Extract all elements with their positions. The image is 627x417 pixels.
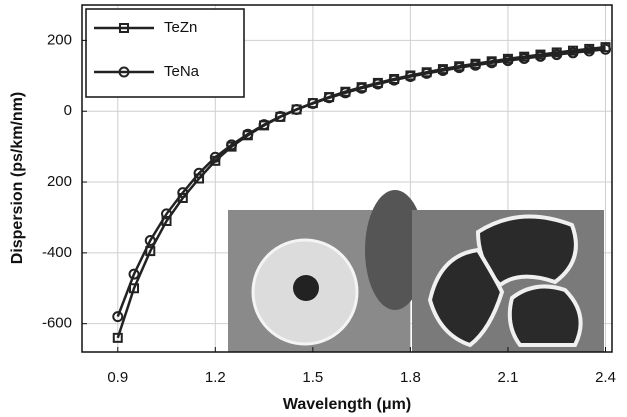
sem-shadow	[365, 190, 425, 310]
marker	[453, 62, 465, 74]
marker	[307, 97, 319, 109]
legend-label: TeNa	[164, 63, 200, 80]
marker	[119, 23, 129, 33]
x-tick-label: 0.9	[107, 369, 128, 386]
marker	[486, 57, 498, 69]
y-tick-label: -400	[42, 244, 72, 261]
marker	[118, 66, 130, 78]
marker	[469, 59, 481, 71]
legend-box	[85, 8, 245, 98]
legend: TeZn TeNa	[85, 8, 245, 98]
sem-hole	[507, 284, 583, 347]
marker	[258, 119, 270, 131]
sem-core	[293, 275, 319, 301]
x-tick-label: 2.4	[595, 369, 616, 386]
sem-hole	[427, 247, 505, 348]
legend-label: TeZn	[164, 19, 197, 36]
marker	[242, 128, 254, 140]
marker	[404, 71, 416, 83]
marker	[112, 332, 123, 343]
x-axis-label: Wavelength (μm)	[283, 396, 411, 413]
marker	[567, 47, 579, 59]
marker	[599, 43, 611, 55]
x-tick-label: 2.1	[498, 369, 519, 386]
marker	[388, 74, 400, 86]
marker	[356, 82, 368, 94]
marker	[129, 283, 140, 294]
inset-images	[228, 190, 604, 352]
y-axis-label: Dispersion (ps/km/nm)	[9, 92, 26, 264]
marker	[144, 234, 156, 246]
marker	[112, 311, 124, 323]
y-tick-label: 200	[47, 173, 72, 190]
marker	[551, 49, 563, 61]
series-line	[116, 48, 606, 318]
y-tick-label: 200	[47, 31, 72, 48]
marker	[323, 92, 335, 104]
marker	[534, 50, 546, 62]
x-tick-label: 1.8	[400, 369, 421, 386]
plot	[112, 42, 611, 343]
marker	[421, 67, 433, 79]
x-tick-label: 1.5	[302, 369, 323, 386]
y-tick-label: -600	[42, 315, 72, 332]
marker	[128, 268, 140, 280]
y-tick-label: 0	[64, 102, 72, 119]
marker	[518, 52, 530, 64]
marker	[583, 45, 595, 57]
marker	[339, 87, 351, 99]
marker	[193, 167, 205, 179]
plot-frame	[81, 4, 613, 353]
marker	[177, 187, 189, 199]
marker	[437, 65, 449, 77]
marker	[274, 111, 286, 123]
x-tick-label: 1.2	[205, 369, 226, 386]
marker	[161, 208, 173, 220]
marker	[291, 103, 303, 115]
marker	[502, 55, 514, 67]
marker	[226, 139, 238, 151]
marker	[372, 78, 384, 90]
marker	[209, 151, 221, 163]
